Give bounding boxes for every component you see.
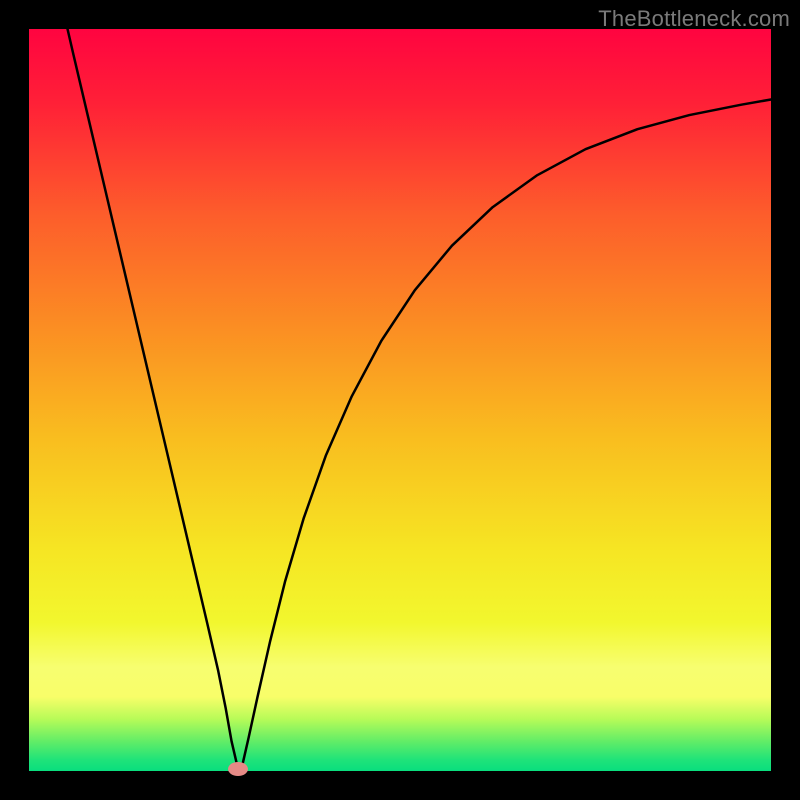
watermark-text: TheBottleneck.com xyxy=(598,6,790,32)
minimum-marker xyxy=(228,762,248,776)
outer-frame: TheBottleneck.com xyxy=(0,0,800,800)
chart-plot-area xyxy=(29,29,771,771)
bottleneck-curve xyxy=(62,7,771,771)
